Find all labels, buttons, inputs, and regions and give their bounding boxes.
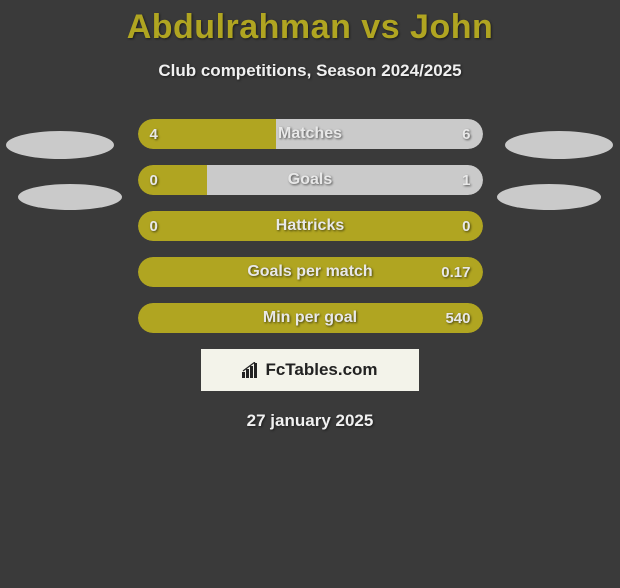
stats-bars: 4 Matches 6 0 Goals 1 0 Hattricks 0 Goals per mat… bbox=[138, 119, 483, 333]
stat-value-right: 0.17 bbox=[441, 264, 470, 281]
chart-icon bbox=[242, 362, 260, 378]
logo-text: FcTables.com bbox=[265, 360, 377, 380]
stat-label: Min per goal bbox=[263, 309, 357, 327]
stat-label: Hattricks bbox=[276, 217, 344, 235]
stat-bar-right bbox=[207, 165, 483, 195]
stat-value-left: 0 bbox=[150, 172, 158, 189]
stat-value-right: 6 bbox=[462, 126, 470, 143]
decorative-ellipse-0 bbox=[6, 131, 114, 159]
subtitle: Club competitions, Season 2024/2025 bbox=[0, 61, 620, 81]
stat-bar-left bbox=[138, 119, 276, 149]
stat-value-left: 0 bbox=[150, 218, 158, 235]
decorative-ellipse-2 bbox=[18, 184, 122, 210]
stat-value-right: 0 bbox=[462, 218, 470, 235]
stat-row: 0 Goals 1 bbox=[138, 165, 483, 195]
stat-value-left: 4 bbox=[150, 126, 158, 143]
stat-label: Goals per match bbox=[247, 263, 372, 281]
stat-bar-left bbox=[138, 165, 207, 195]
stat-value-right: 540 bbox=[445, 310, 470, 327]
decorative-ellipse-3 bbox=[497, 184, 601, 210]
page-title: Abdulrahman vs John bbox=[0, 8, 620, 47]
date-text: 27 january 2025 bbox=[0, 411, 620, 431]
logo-box: FcTables.com bbox=[201, 349, 419, 391]
stat-label: Goals bbox=[288, 171, 332, 189]
stat-value-right: 1 bbox=[462, 172, 470, 189]
stat-row: Goals per match 0.17 bbox=[138, 257, 483, 287]
stat-row: 0 Hattricks 0 bbox=[138, 211, 483, 241]
stat-label: Matches bbox=[278, 125, 342, 143]
stat-row: Min per goal 540 bbox=[138, 303, 483, 333]
stat-row: 4 Matches 6 bbox=[138, 119, 483, 149]
decorative-ellipse-1 bbox=[505, 131, 613, 159]
